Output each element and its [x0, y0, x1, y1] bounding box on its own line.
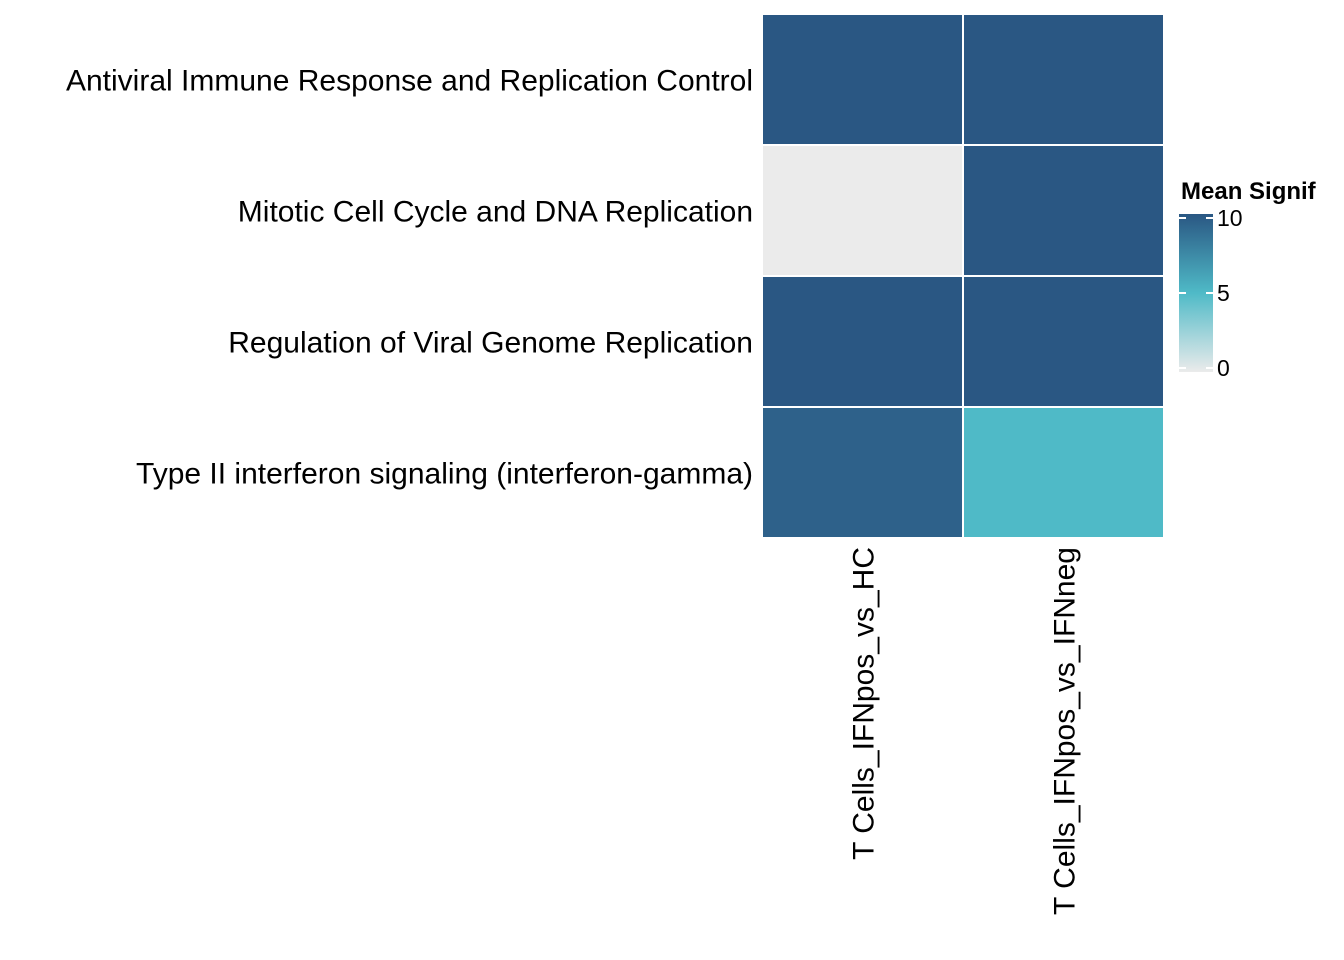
- legend-tick-label: 10: [1217, 205, 1243, 231]
- heatmap-cell: [761, 144, 964, 277]
- heatmap-cells: [761, 13, 1165, 539]
- heatmap-cell: [962, 406, 1165, 539]
- heatmap-cell: [962, 275, 1165, 408]
- row-labels: Antiviral Immune Response and Replicatio…: [66, 65, 753, 491]
- row-label: Regulation of Viral Genome Replication: [228, 327, 753, 360]
- heatmap-cell: [962, 13, 1165, 146]
- column-label: T Cells_IFNpos_vs_IFNneg: [1049, 547, 1082, 915]
- row-label: Antiviral Immune Response and Replicatio…: [66, 65, 753, 98]
- heatmap-cell: [761, 13, 964, 146]
- legend-tick-label: 0: [1217, 355, 1230, 381]
- column-labels: T Cells_IFNpos_vs_HC T Cells_IFNpos_vs_IF…: [848, 547, 1082, 915]
- row-label: Mitotic Cell Cycle and DNA Replication: [238, 196, 753, 229]
- heatmap-cell: [962, 144, 1165, 277]
- heatmap-cell: [761, 275, 964, 408]
- legend-ticks: 0 5 10: [1179, 205, 1243, 381]
- heatmap-cell: [761, 406, 964, 539]
- legend: Mean Signif 0 5 10: [1179, 178, 1317, 381]
- column-label: T Cells_IFNpos_vs_HC: [848, 547, 881, 860]
- legend-title: Mean Signif: [1181, 178, 1317, 205]
- legend-tick-label: 5: [1217, 280, 1230, 306]
- row-label: Type II interferon signaling (interferon…: [136, 458, 753, 491]
